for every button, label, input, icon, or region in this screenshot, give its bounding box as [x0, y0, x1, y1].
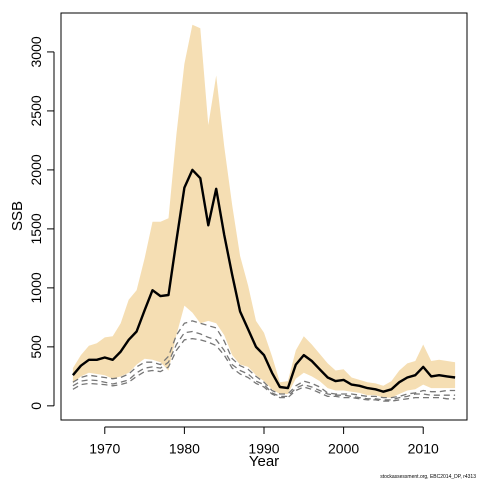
- y-tick-label: 0: [28, 402, 44, 410]
- y-axis-title: SSB: [9, 201, 26, 231]
- y-tick-label: 1500: [28, 213, 44, 244]
- y-tick-label: 1000: [28, 272, 44, 303]
- y-tick-label: 2000: [28, 154, 44, 185]
- x-tick-label: 2010: [408, 440, 439, 456]
- y-tick-label: 3000: [28, 36, 44, 67]
- ssb-dashed-line-1: [72, 320, 456, 399]
- x-tick-label: 1980: [169, 440, 200, 456]
- confidence-band: [72, 24, 456, 398]
- y-tick-label: 500: [28, 335, 44, 359]
- series-layer: [71, 168, 456, 402]
- x-axis-title: Year: [249, 453, 279, 470]
- ssb-estimate-line: [71, 168, 456, 393]
- x-axis: 1970 1980 1990 2000 2010: [89, 426, 439, 456]
- confidence-band-layer: [72, 24, 456, 398]
- y-axis: 0 500 1000 1500 2000 2500 3000: [28, 36, 55, 410]
- y-tick-label: 2500: [28, 95, 44, 126]
- x-tick-label: 1990: [248, 440, 279, 456]
- footer-note: stockassessment.org, EBC2014_DP, r4313: [380, 474, 476, 480]
- x-tick-label: 2000: [328, 440, 359, 456]
- ssb-dashed-line-3: [72, 337, 456, 402]
- plot-frame: [60, 12, 468, 421]
- x-tick-label: 1970: [89, 440, 120, 456]
